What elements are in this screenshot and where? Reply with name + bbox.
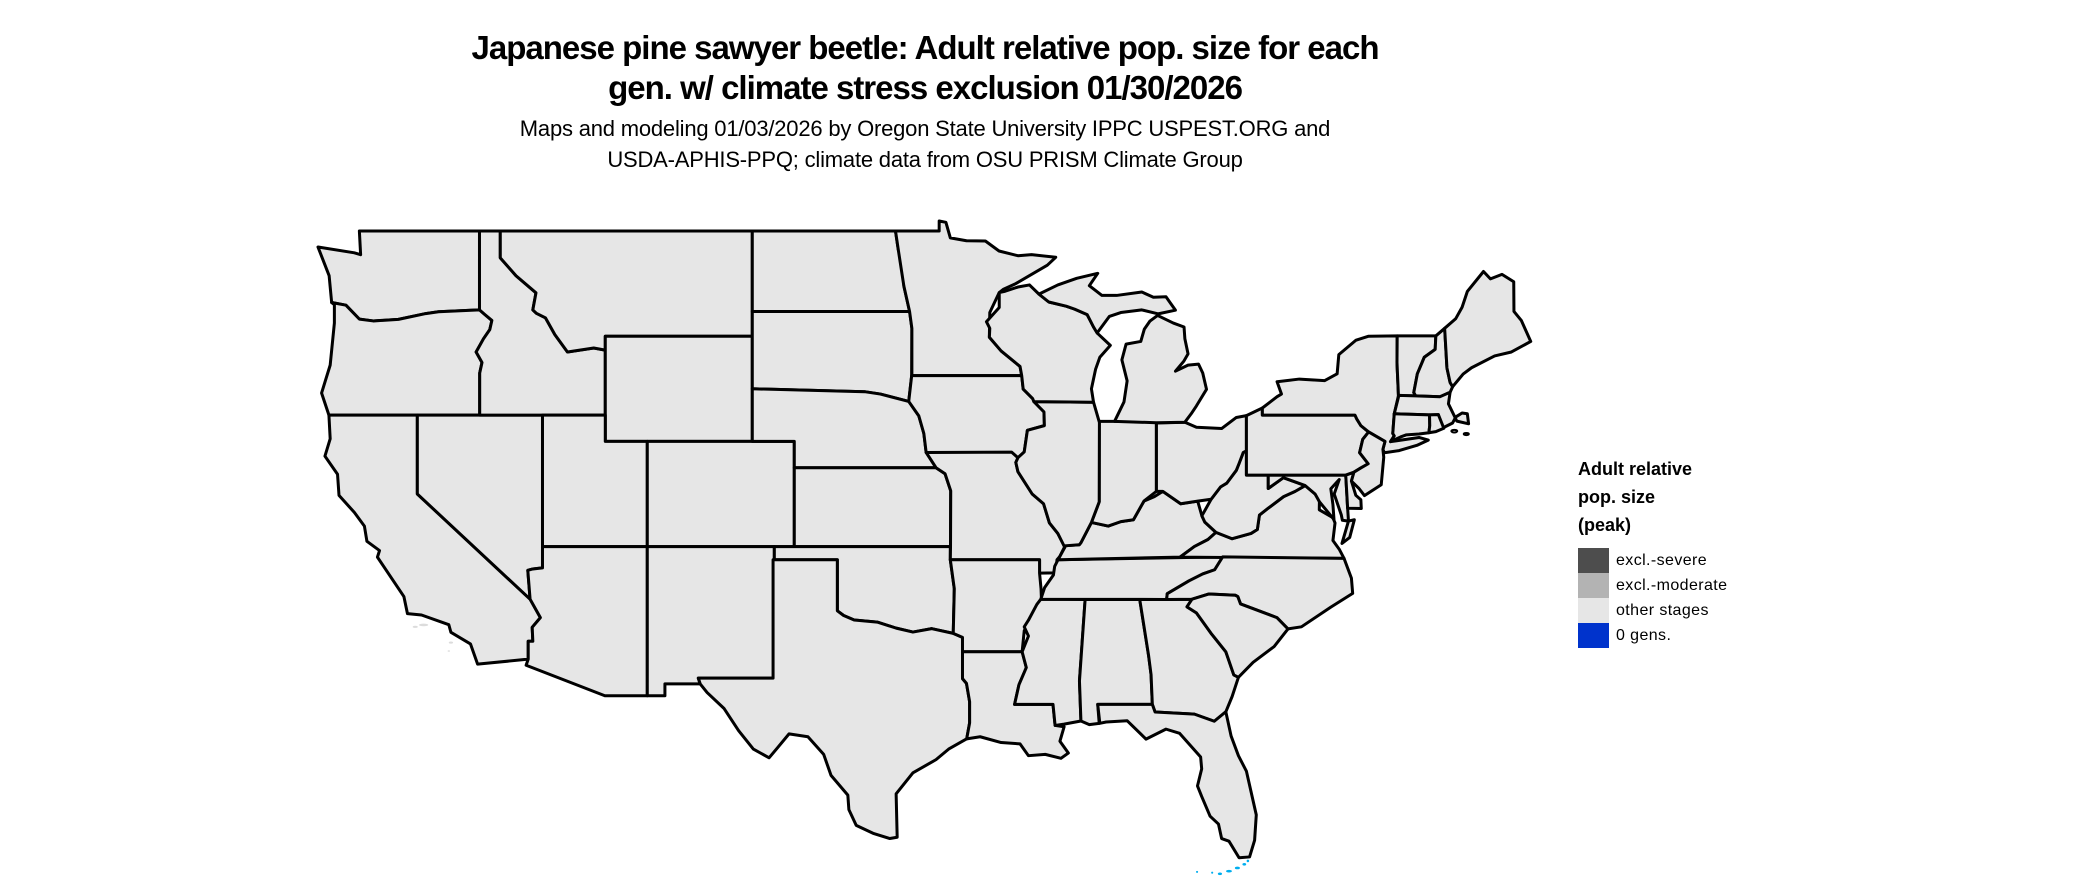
legend-title: Adult relative pop. size (peak) bbox=[1578, 455, 1818, 539]
legend-label-excl-severe: excl.-severe bbox=[1616, 551, 1708, 569]
florida-key-dot bbox=[1234, 866, 1240, 870]
map-subtitle-line2: USDA-APHIS-PPQ; climate data from OSU PR… bbox=[607, 147, 1243, 172]
state-wyoming bbox=[605, 336, 752, 441]
legend-title-line1: Adult relative bbox=[1578, 459, 1693, 479]
us-states bbox=[318, 221, 1531, 875]
florida-key-dot bbox=[1217, 872, 1223, 876]
florida-key-dot bbox=[1196, 870, 1199, 873]
state-illinois bbox=[1016, 402, 1100, 548]
florida-key-dot bbox=[1226, 869, 1232, 873]
massachusetts-islands bbox=[1451, 430, 1468, 435]
legend-row-other-stages: other stages bbox=[1578, 598, 1818, 623]
legend-title-line3: (peak) bbox=[1578, 515, 1632, 535]
map-title-line1: Japanese pine sawyer beetle: Adult relat… bbox=[471, 29, 1380, 66]
legend-items: excl.-severe excl.-moderate other stages… bbox=[1578, 548, 1818, 648]
state-pennsylvania bbox=[1246, 408, 1368, 475]
legend-label-excl-moderate: excl.-moderate bbox=[1616, 576, 1728, 594]
state-kansas bbox=[794, 468, 950, 547]
state-oregon bbox=[322, 303, 492, 416]
state-maryland bbox=[1268, 475, 1348, 521]
state-michigan-upper-peninsula bbox=[1039, 273, 1176, 333]
legend-row-excl-severe: excl.-severe bbox=[1578, 548, 1818, 573]
state-texas bbox=[698, 560, 969, 839]
florida-key-dot bbox=[1242, 862, 1247, 866]
state-minnesota bbox=[896, 221, 1056, 376]
map-title: Japanese pine sawyer beetle: Adult relat… bbox=[0, 28, 1850, 108]
state-new-jersey bbox=[1351, 432, 1385, 496]
florida-keys bbox=[1196, 859, 1250, 876]
legend-swatch-excl-moderate bbox=[1578, 573, 1609, 598]
legend-swatch-0-gens bbox=[1578, 623, 1609, 648]
channel-islands bbox=[412, 623, 454, 652]
legend-row-excl-moderate: excl.-moderate bbox=[1578, 573, 1818, 598]
florida-key-dot bbox=[1211, 871, 1214, 874]
legend-swatch-other-stages bbox=[1578, 598, 1609, 623]
state-north-dakota bbox=[752, 231, 909, 311]
state-michigan-lower-peninsula bbox=[1115, 315, 1207, 422]
map-title-line2: gen. w/ climate stress exclusion 01/30/2… bbox=[608, 69, 1243, 106]
legend-label-other-stages: other stages bbox=[1616, 601, 1709, 619]
channel-island-dot bbox=[447, 650, 451, 652]
legend-swatch-excl-severe bbox=[1578, 548, 1609, 573]
state-south-carolina bbox=[1187, 594, 1288, 677]
state-new-mexico bbox=[647, 547, 774, 696]
florida-key-dot bbox=[1246, 859, 1250, 863]
state-arkansas bbox=[950, 560, 1041, 652]
state-arizona bbox=[526, 547, 647, 696]
legend-title-line2: pop. size bbox=[1578, 487, 1656, 507]
state-rhode-island bbox=[1429, 415, 1444, 433]
marthas-vineyard-island bbox=[1451, 430, 1457, 433]
state-virginia-eastern-shore bbox=[1342, 520, 1354, 544]
state-maine bbox=[1445, 272, 1531, 387]
channel-island-dot bbox=[419, 623, 429, 627]
nantucket-island bbox=[1464, 433, 1469, 435]
map-subtitle: Maps and modeling 01/03/2026 by Oregon S… bbox=[0, 113, 1850, 175]
state-ohio bbox=[1156, 416, 1246, 504]
legend-row-0-gens: 0 gens. bbox=[1578, 623, 1818, 648]
channel-island-dot bbox=[448, 641, 454, 644]
map-subtitle-line1: Maps and modeling 01/03/2026 by Oregon S… bbox=[519, 116, 1331, 141]
channel-island-dot bbox=[412, 625, 418, 628]
state-colorado bbox=[647, 441, 794, 546]
state-florida bbox=[1098, 704, 1257, 857]
legend-label-0-gens: 0 gens. bbox=[1616, 626, 1672, 644]
legend: Adult relative pop. size (peak) excl.-se… bbox=[1578, 455, 1818, 648]
